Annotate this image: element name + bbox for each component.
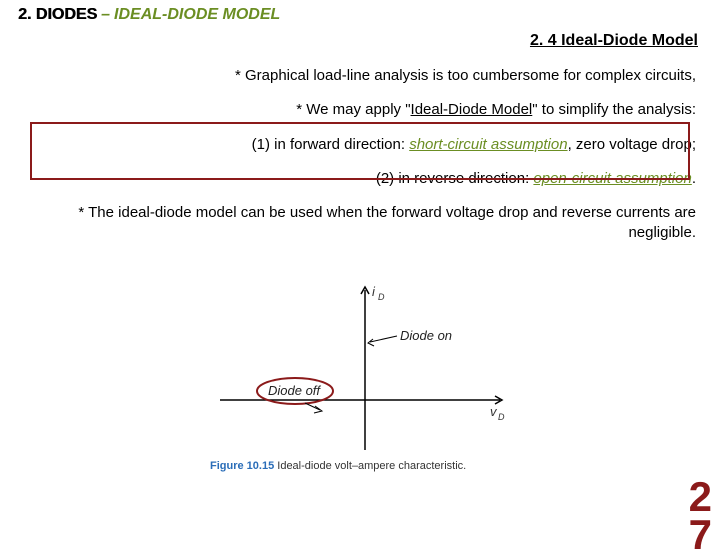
- point-2-pre: (2) in reverse direction:: [376, 170, 534, 187]
- figure-caption-text: Ideal-diode volt–ampere characteristic.: [277, 460, 466, 472]
- bullet-1: * Graphical load-line analysis is too cu…: [18, 66, 702, 86]
- chapter-label: 2. DIODES: [18, 6, 97, 24]
- slide: 2. DIODES – IDEAL-DIODE MODEL 2. 4 Ideal…: [0, 0, 720, 540]
- bullet-3: * The ideal-diode model can be used when…: [18, 203, 702, 244]
- point-1-pre: (1) in forward direction:: [252, 136, 410, 153]
- bullet-2: * We may apply "Ideal-Diode Model" to si…: [18, 100, 702, 120]
- diode-on-label: Diode on: [400, 328, 452, 343]
- point-2-emph: open-circuit assumption: [533, 170, 691, 187]
- page-number: 2 7: [689, 478, 710, 554]
- page-number-bottom: 7: [689, 516, 710, 554]
- svg-text:D: D: [378, 292, 385, 302]
- svg-text:D: D: [498, 412, 505, 422]
- figure: i D v D Diode on Diode off: [210, 280, 520, 460]
- section-title: 2. 4 Ideal-Diode Model: [18, 32, 702, 50]
- bullet-2-model: Ideal-Diode Model: [411, 101, 533, 118]
- subtitle-dash: –: [101, 6, 110, 24]
- bullet-2-pre: * We may apply ": [296, 101, 410, 118]
- figure-caption-label: Figure 10.15: [210, 460, 274, 472]
- figure-caption: Figure 10.15 Ideal-diode volt–ampere cha…: [210, 460, 466, 472]
- point-1-emph: short-circuit assumption: [409, 136, 567, 153]
- point-2: (2) in reverse direction: open-circuit a…: [18, 169, 702, 189]
- ideal-diode-graph: i D v D Diode on Diode off: [210, 280, 520, 460]
- diode-off-label: Diode off: [268, 383, 321, 398]
- bullet-2-post: " to simplify the analysis:: [532, 101, 696, 118]
- axis-v-label: v: [490, 404, 498, 419]
- point-1-post: , zero voltage drop;: [568, 136, 696, 153]
- header: 2. DIODES – IDEAL-DIODE MODEL: [18, 6, 702, 24]
- axis-i-label: i: [372, 284, 376, 299]
- point-1: (1) in forward direction: short-circuit …: [18, 135, 702, 155]
- point-2-post: .: [692, 170, 696, 187]
- subtitle: IDEAL-DIODE MODEL: [114, 6, 280, 24]
